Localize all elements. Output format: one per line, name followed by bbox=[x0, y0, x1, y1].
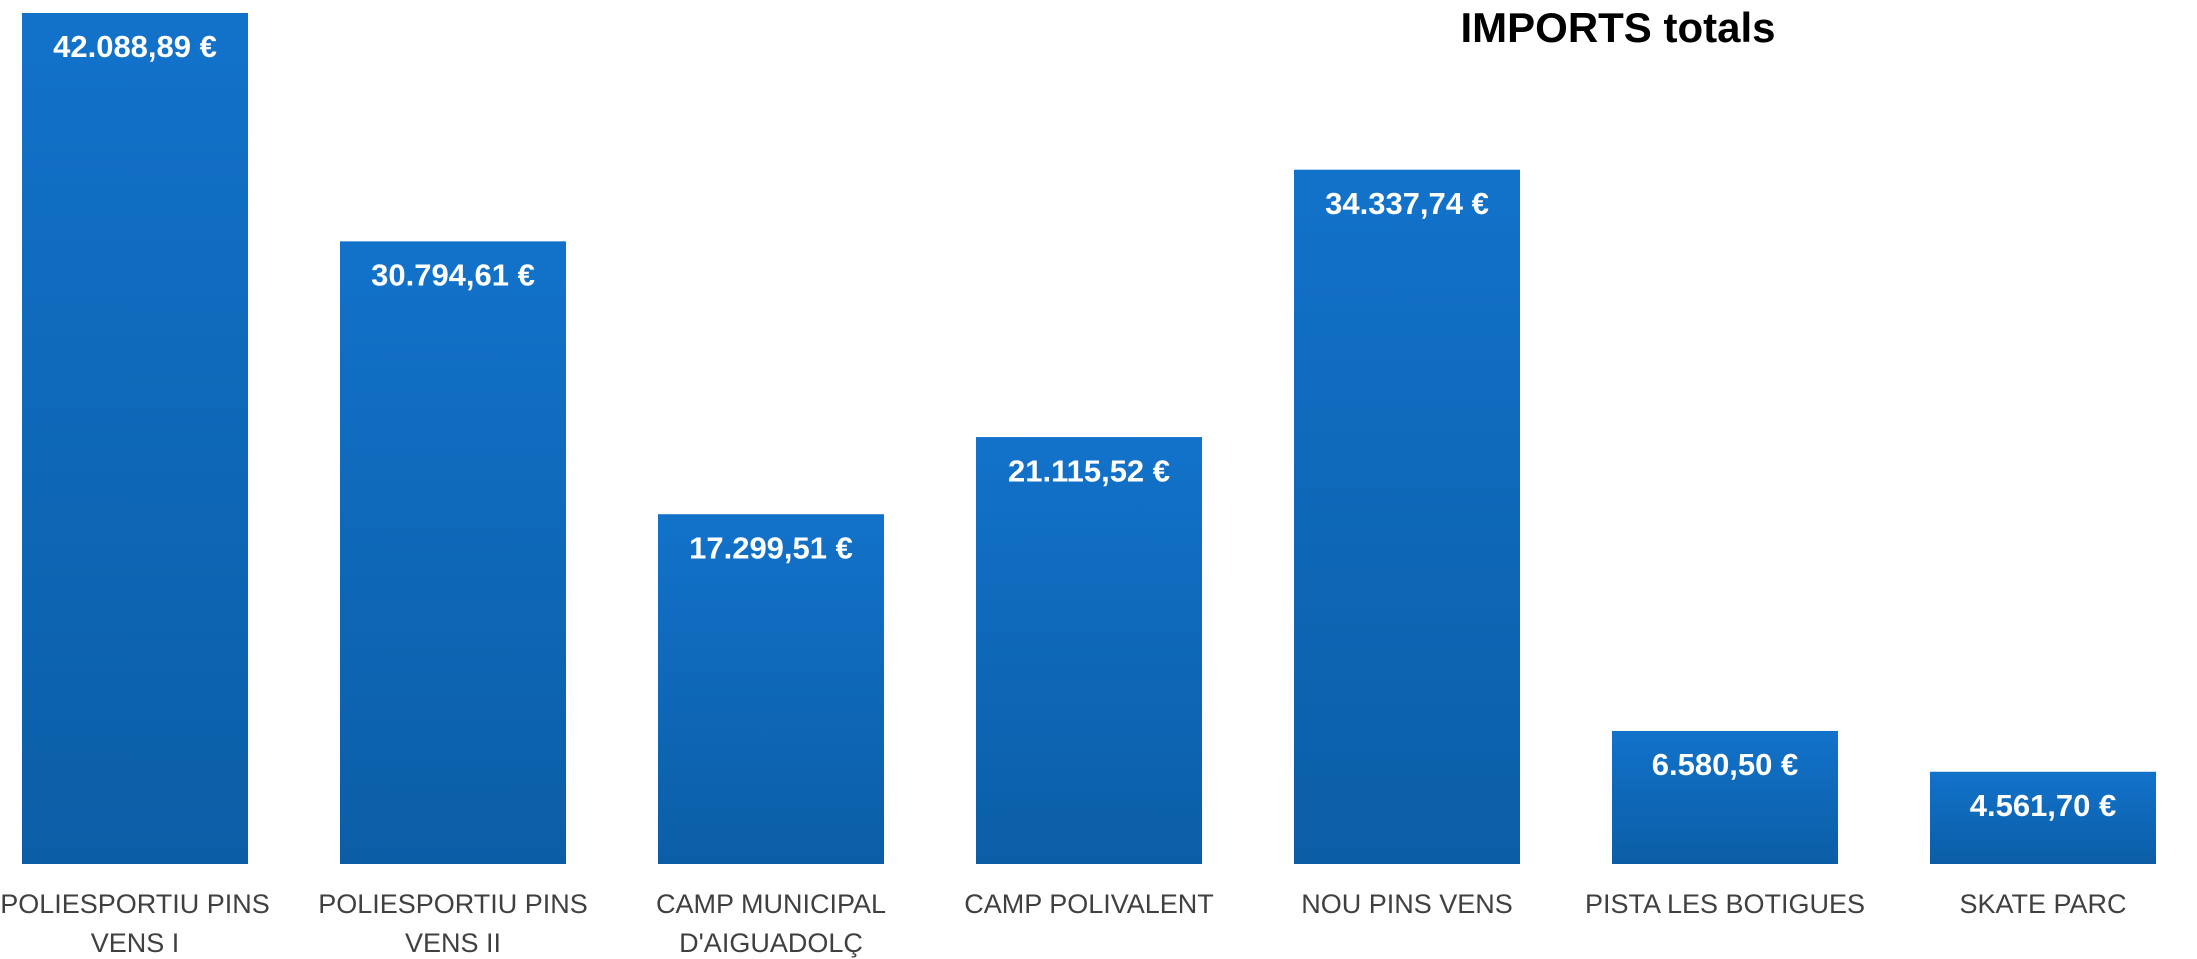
bar bbox=[1612, 730, 1838, 864]
x-tick-label: POLIESPORTIU PINS VENS II bbox=[318, 889, 588, 958]
bar bbox=[22, 13, 248, 864]
x-tick-label: PISTA LES BOTIGUES bbox=[1584, 889, 1866, 919]
data-label: 6.580,50 € bbox=[1652, 747, 1799, 782]
x-tick-label: NOU PINS VENS bbox=[1301, 889, 1513, 919]
x-tick-label: CAMP MUNICIPAL D'AIGUADOLÇ bbox=[655, 889, 887, 958]
bar bbox=[976, 437, 1202, 864]
bar bbox=[1930, 771, 2156, 864]
bar bbox=[340, 241, 566, 864]
chart-title: IMPORTS totals bbox=[1460, 4, 1775, 51]
data-label: 4.561,70 € bbox=[1970, 788, 2117, 823]
bar bbox=[1294, 169, 1520, 864]
x-tick-label: POLIESPORTIU PINS VENS I bbox=[0, 889, 270, 958]
x-tick-label: CAMP POLIVALENT bbox=[964, 889, 1214, 919]
data-label: 42.088,89 € bbox=[53, 29, 217, 64]
bar bbox=[658, 514, 884, 864]
data-label: 17.299,51 € bbox=[689, 530, 853, 565]
data-label: 34.337,74 € bbox=[1325, 186, 1489, 221]
x-tick-label: SKATE PARC bbox=[1959, 889, 2127, 919]
data-label: 21.115,52 € bbox=[1008, 453, 1170, 488]
data-label: 30.794,61 € bbox=[371, 258, 535, 293]
